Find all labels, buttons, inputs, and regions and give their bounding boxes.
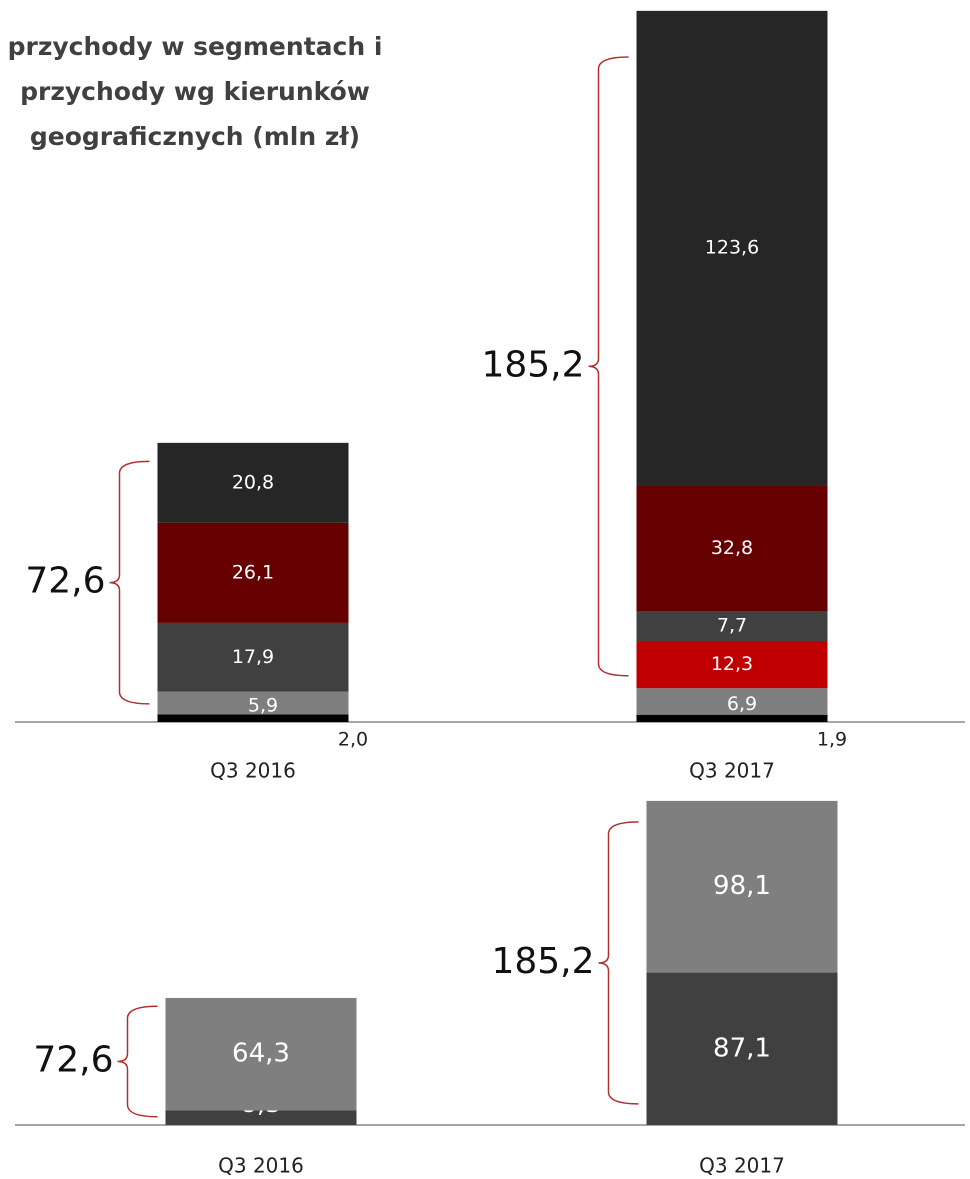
x-tick-label: Q3 2017 bbox=[699, 1154, 785, 1178]
data-label: 26,1 bbox=[232, 561, 274, 583]
x-tick-label: Q3 2017 bbox=[689, 759, 775, 783]
bar-segment bbox=[636, 10, 828, 486]
data-label: 64,3 bbox=[232, 1039, 290, 1069]
bar-segment bbox=[165, 997, 357, 1111]
bar-segment bbox=[636, 688, 828, 715]
bar-segment bbox=[157, 714, 349, 722]
bar-segment bbox=[636, 714, 828, 722]
total-brace bbox=[588, 56, 629, 677]
total-label: 185,2 bbox=[491, 941, 594, 982]
total-brace bbox=[598, 821, 639, 1105]
bar-segment bbox=[646, 800, 838, 973]
data-label: 20,8 bbox=[232, 471, 274, 493]
data-label: 7,7 bbox=[717, 615, 747, 637]
data-label: 17,9 bbox=[232, 646, 274, 668]
total-brace bbox=[117, 1005, 158, 1118]
total-label: 185,2 bbox=[481, 344, 584, 385]
bar-segment bbox=[165, 1110, 357, 1125]
data-label: 98,1 bbox=[713, 871, 771, 901]
chart-title: geograficznych (mln zł) bbox=[30, 122, 360, 151]
data-label: 5,9 bbox=[248, 694, 278, 716]
total-label: 72,6 bbox=[33, 1039, 113, 1080]
total-label: 72,6 bbox=[25, 561, 105, 602]
x-tick-label: Q3 2016 bbox=[218, 1154, 304, 1178]
total-brace bbox=[109, 460, 150, 705]
data-label: 2,0 bbox=[338, 729, 368, 751]
chart-title: przychody w segmentach i bbox=[8, 32, 383, 61]
data-label: 12,3 bbox=[711, 653, 753, 675]
bar-segment bbox=[636, 485, 828, 612]
bar-segment bbox=[646, 972, 838, 1125]
bar-segment bbox=[636, 640, 828, 689]
chart-title: przychody wg kierunków bbox=[20, 77, 370, 106]
data-label: 6,9 bbox=[727, 693, 757, 715]
data-label: 123,6 bbox=[705, 237, 759, 259]
x-tick-label: Q3 2016 bbox=[210, 759, 296, 783]
data-label: 32,8 bbox=[711, 537, 753, 559]
data-label: 87,1 bbox=[713, 1033, 771, 1063]
bar-segment bbox=[157, 622, 349, 692]
data-label: 1,9 bbox=[817, 729, 847, 751]
bar-segment bbox=[157, 691, 349, 715]
bar-segment bbox=[157, 522, 349, 623]
bar-segment bbox=[636, 611, 828, 641]
bar-segment bbox=[157, 442, 349, 523]
